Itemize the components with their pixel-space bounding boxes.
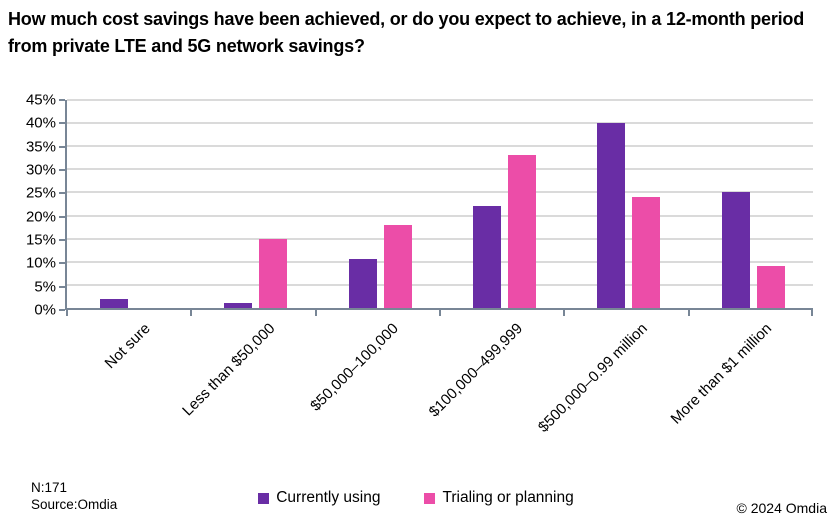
y-tick-mark-10 [59, 262, 65, 265]
bar-currently-using-2 [348, 259, 377, 308]
x-category-label-5: More than $1 million [667, 320, 776, 428]
y-tick-mark-15 [59, 239, 65, 242]
legend-item-trialing-or-planning: Trialing or planning [424, 489, 574, 507]
bar-trialing-or-planning-4 [632, 197, 661, 308]
x-category-label-1: Less than $50,000 [178, 320, 278, 420]
x-tick-mark-1 [190, 310, 193, 316]
x-tick-mark-0 [66, 310, 68, 316]
y-tick-label-35: 35% [25, 138, 56, 156]
gridline-5 [67, 283, 813, 286]
y-tick-mark-40 [59, 122, 65, 125]
x-tick-mark-3 [439, 310, 441, 316]
gridline-25 [67, 191, 813, 194]
x-category-label-4: $500,000–0.99 million [535, 320, 651, 436]
bar-currently-using-5 [721, 192, 750, 308]
x-category-label-0: Not sure [101, 320, 154, 373]
bar-currently-using-0 [100, 298, 128, 308]
gridline-10 [67, 260, 813, 263]
y-tick-label-20: 20% [25, 208, 56, 226]
legend: Currently using Trialing or planning [150, 489, 682, 507]
gridline-15 [67, 237, 813, 240]
plot-area: Not sure Less than $50,000 $50,000–100,000… [65, 99, 813, 436]
legend-swatch-trialing-or-planning-icon [424, 492, 436, 504]
legend-item-currently-using: Currently using [258, 489, 380, 507]
x-tick-mark-6 [811, 310, 813, 316]
chart-title-line-2: from private LTE and 5G network savings? [8, 36, 365, 56]
bar-trialing-or-planning-5 [756, 266, 785, 308]
bar-currently-using-4 [597, 123, 626, 308]
legend-swatch-currently-using-icon [258, 492, 270, 504]
chart-title-line-1: How much cost savings have been achieved… [8, 9, 805, 29]
y-tick-mark-5 [59, 285, 65, 288]
bar-currently-using-3 [473, 206, 501, 308]
y-tick-label-10: 10% [25, 254, 56, 272]
y-tick-label-45: 45% [25, 91, 56, 109]
y-tick-label-40: 40% [25, 114, 56, 132]
y-tick-mark-20 [59, 215, 65, 218]
source-label: Source:Omdia [31, 497, 118, 512]
y-tick-label-5: 5% [34, 278, 56, 296]
y-tick-mark-25 [59, 192, 65, 195]
x-tick-mark-2 [314, 310, 317, 316]
sample-size-label: N:171 [31, 480, 68, 495]
copyright-label: © 2024 Omdia [736, 500, 827, 516]
legend-label-trialing-or-planning: Trialing or planning [442, 489, 574, 506]
gridline-20 [67, 214, 813, 217]
bar-trialing-or-planning-2 [383, 224, 412, 308]
x-tick-mark-4 [563, 310, 566, 316]
gridline-30 [67, 168, 813, 171]
gridline-45 [67, 99, 813, 101]
y-tick-label-30: 30% [25, 161, 56, 179]
y-tick-mark-30 [59, 169, 65, 172]
y-tick-mark-45 [59, 99, 65, 101]
y-axis: 0% 5% 10% 15% 20% 25% 30% 35% 40% 45% [0, 92, 65, 319]
bar-currently-using-1 [224, 303, 253, 308]
gridline-35 [67, 145, 813, 148]
x-tick-mark-5 [687, 310, 690, 316]
gridline-40 [67, 122, 813, 125]
chart-title: How much cost savings have been achieved… [8, 6, 824, 60]
y-tick-label-25: 25% [25, 184, 56, 202]
x-category-label-2: $50,000–100,000 [307, 320, 403, 415]
y-tick-label-0: 0% [34, 301, 56, 319]
bar-trialing-or-planning-3 [508, 155, 536, 308]
legend-label-currently-using: Currently using [276, 489, 381, 506]
chart-meta: N:171 Source:Omdia [31, 479, 117, 513]
y-tick-label-15: 15% [25, 231, 56, 249]
y-tick-mark-0 [59, 309, 65, 311]
x-category-label-3: $100,000–499,999 [426, 320, 527, 421]
y-tick-mark-35 [59, 145, 65, 148]
bar-trialing-or-planning-1 [259, 238, 288, 308]
